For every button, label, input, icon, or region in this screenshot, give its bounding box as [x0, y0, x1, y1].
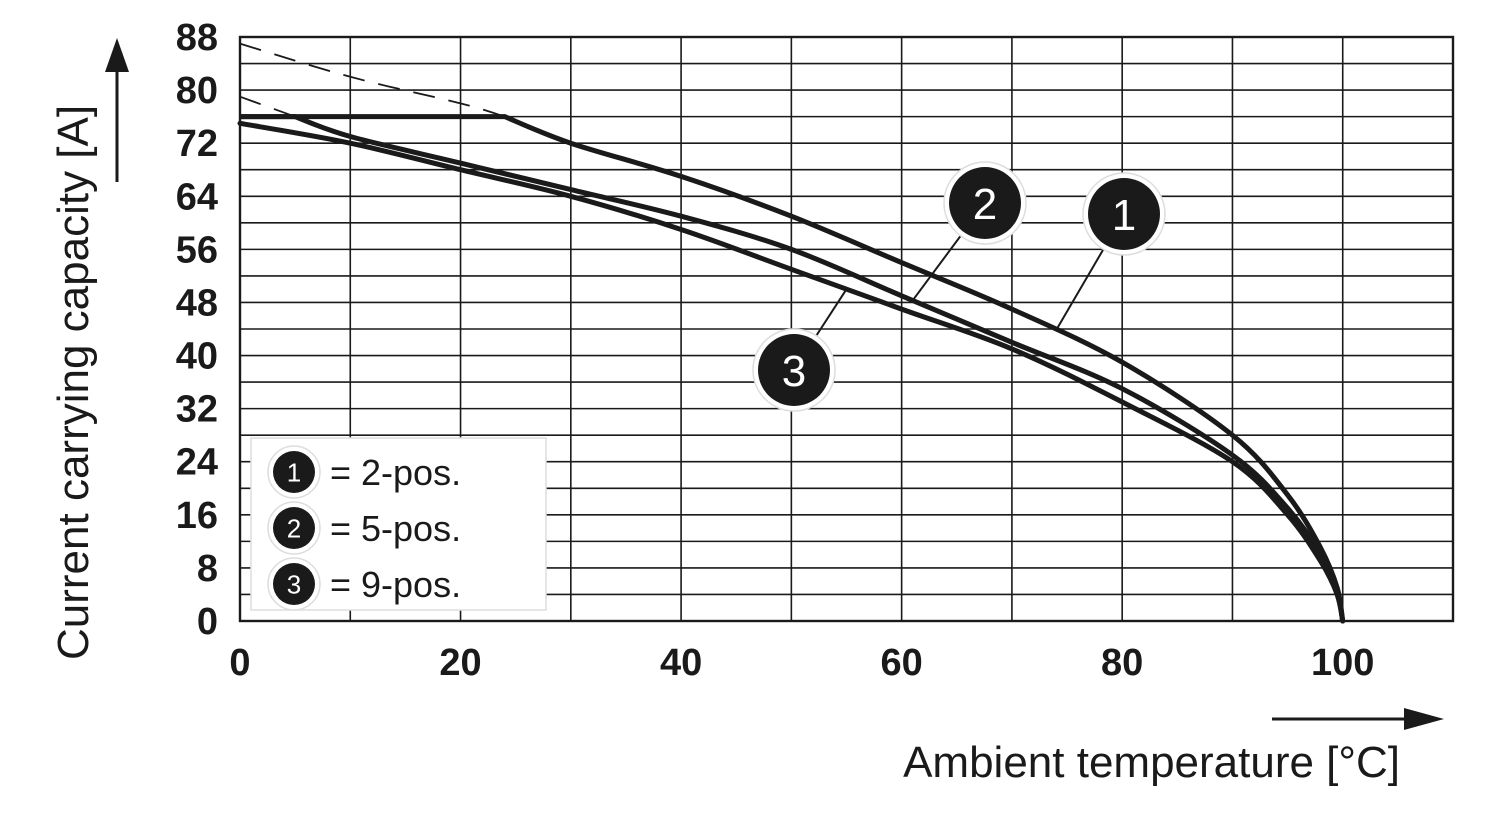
x-tick-label: 40 [660, 642, 702, 684]
y-tick-label: 80 [176, 70, 218, 112]
legend-label: = 5-pos. [330, 508, 461, 549]
series-1-extrapolation [239, 42, 505, 118]
y-tick-label: 88 [176, 17, 218, 59]
badge-number: 2 [973, 180, 997, 229]
x-tick-label: 100 [1311, 642, 1374, 684]
y-tick-label: 56 [176, 229, 218, 271]
x-tick-label: 20 [439, 642, 481, 684]
y-tick-label: 0 [197, 601, 218, 643]
legend-marker-1-icon: 1 [267, 445, 321, 499]
x-tick-label: 60 [880, 642, 922, 684]
y-axis-label: Current carrying capacity [A] [49, 105, 98, 660]
x-tick-label: 80 [1101, 642, 1143, 684]
x-tick-labels: 0 20 40 60 80 100 [229, 642, 1374, 684]
callout-2-icon: 2 [943, 161, 1027, 245]
series-2-line [292, 114, 1346, 624]
legend: 1 = 2-pos. 2 = 5-pos. 3 = 9-pos. [250, 437, 547, 611]
y-tick-label: 24 [176, 442, 218, 484]
series-3-line [237, 120, 1346, 624]
y-tick-labels: 0 8 16 24 32 40 48 56 64 72 80 88 [176, 17, 218, 643]
badge-number: 3 [287, 569, 301, 599]
legend-marker-3-icon: 3 [267, 557, 321, 611]
y-tick-label: 48 [176, 282, 218, 324]
y-tick-label: 40 [176, 336, 218, 378]
badge-disc [273, 451, 315, 493]
y-tick-label: 16 [176, 495, 218, 537]
badge-number: 3 [782, 347, 806, 396]
legend-marker-2-icon: 2 [267, 501, 321, 555]
y-tick-label: 32 [176, 389, 218, 431]
series-2-extrapolation [239, 95, 296, 118]
legend-label: = 2-pos. [330, 452, 461, 493]
badge-disc [758, 334, 830, 406]
badge-disc [949, 167, 1021, 239]
badge-disc [273, 563, 315, 605]
x-axis-arrow-icon [1404, 708, 1444, 730]
plot-frame [238, 35, 1455, 623]
y-tick-label: 72 [176, 123, 218, 165]
badge-disc [1088, 178, 1160, 250]
y-axis-title: Current carrying capacity [A] [49, 38, 129, 660]
legend-label: = 9-pos. [330, 564, 461, 605]
series-callouts: 1 2 3 [752, 161, 1166, 412]
callout-3-icon: 3 [752, 328, 836, 412]
series-lines [237, 42, 1346, 624]
x-axis-title: Ambient temperature [°C] [903, 708, 1444, 787]
badge-number: 2 [287, 513, 301, 543]
x-axis-label: Ambient temperature [°C] [903, 738, 1400, 787]
callout-1-icon: 1 [1082, 172, 1166, 256]
x-tick-label: 0 [229, 642, 250, 684]
series-1-line [502, 114, 1346, 624]
y-tick-label: 8 [197, 548, 218, 590]
badge-number: 1 [1112, 191, 1136, 240]
y-axis-arrow-icon [105, 38, 129, 72]
badge-disc [273, 507, 315, 549]
y-tick-label: 64 [176, 176, 218, 218]
badge-number: 1 [287, 457, 301, 487]
